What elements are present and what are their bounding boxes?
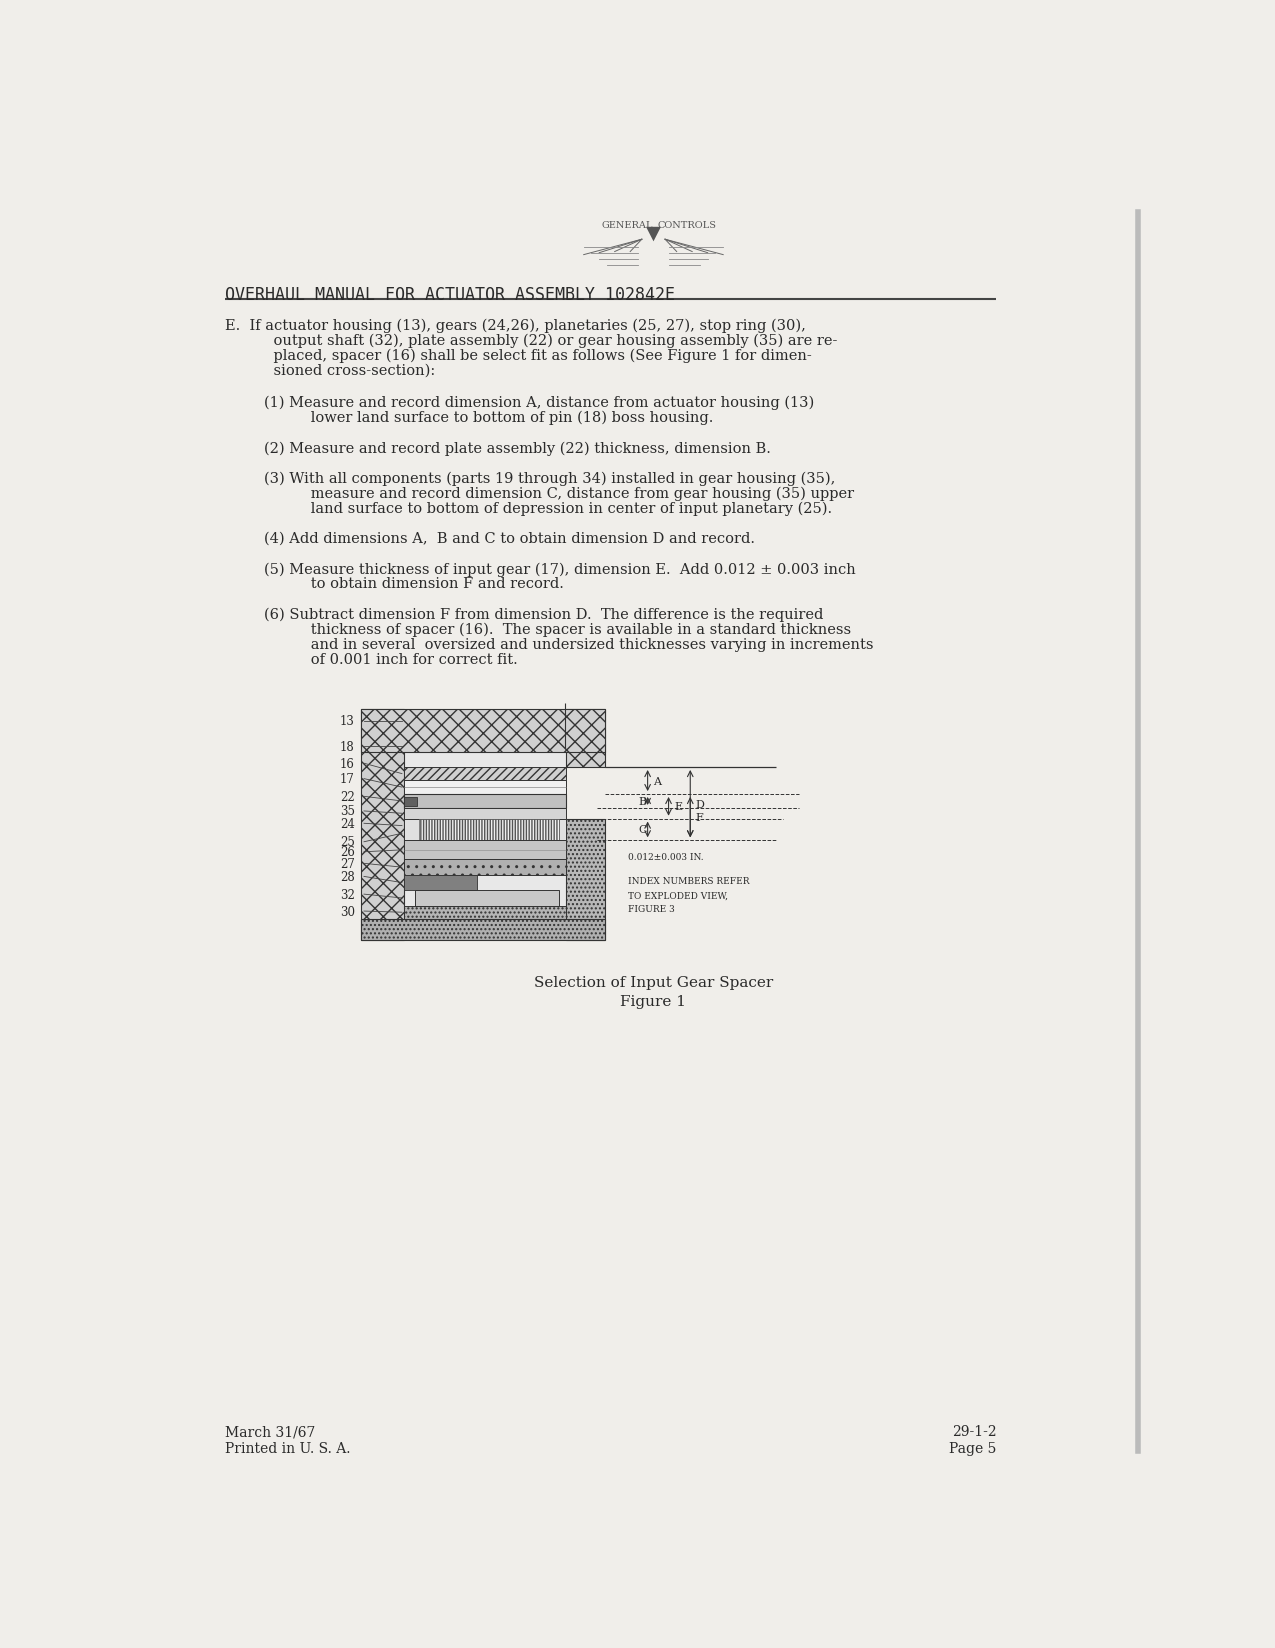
Text: 26: 26	[340, 845, 354, 859]
Bar	[403, 781, 566, 794]
Bar	[403, 809, 566, 819]
Text: B: B	[639, 796, 646, 806]
Text: 17: 17	[340, 773, 354, 786]
Text: 28: 28	[340, 870, 354, 883]
Text: 16: 16	[340, 756, 354, 770]
Text: sioned cross-section):: sioned cross-section):	[255, 364, 435, 377]
Bar	[416, 890, 558, 906]
Text: 30: 30	[339, 905, 354, 918]
Text: A: A	[653, 776, 660, 786]
Text: 25: 25	[340, 836, 354, 849]
Text: 18: 18	[340, 740, 354, 753]
Text: Page 5: Page 5	[949, 1442, 996, 1455]
Text: (2) Measure and record plate assembly (22) thickness, dimension B.: (2) Measure and record plate assembly (2…	[264, 442, 771, 455]
Text: E: E	[674, 803, 682, 812]
Text: 32: 32	[340, 888, 354, 901]
Text: E.  If actuator housing (13), gears (24,26), planetaries (25, 27), stop ring (30: E. If actuator housing (13), gears (24,2…	[226, 318, 806, 333]
Text: 27: 27	[340, 857, 354, 870]
Text: (4) Add dimensions A,  B and C to obtain dimension D and record.: (4) Add dimensions A, B and C to obtain …	[264, 532, 755, 545]
Text: (3) With all components (parts 19 through 34) installed in gear housing (35),: (3) With all components (parts 19 throug…	[264, 471, 835, 486]
Text: TO EXPLODED VIEW,: TO EXPLODED VIEW,	[629, 890, 728, 900]
Bar	[403, 906, 566, 920]
Text: to obtain dimension F and record.: to obtain dimension F and record.	[283, 577, 565, 592]
Text: output shaft (32), plate assembly (22) or gear housing assembly (35) are re-: output shaft (32), plate assembly (22) o…	[255, 333, 838, 348]
Bar	[566, 710, 606, 768]
Bar	[403, 840, 566, 860]
Text: measure and record dimension C, distance from gear housing (35) upper: measure and record dimension C, distance…	[283, 486, 854, 501]
Text: and in several  oversized and undersized thicknesses varying in increments: and in several oversized and undersized …	[283, 638, 873, 651]
Text: (6) Subtract dimension F from dimension D.  The difference is the required: (6) Subtract dimension F from dimension …	[264, 608, 824, 621]
Bar	[403, 794, 566, 809]
Bar	[403, 819, 566, 840]
Text: 29-1-2: 29-1-2	[951, 1424, 996, 1439]
Text: INDEX NUMBERS REFER: INDEX NUMBERS REFER	[629, 877, 750, 887]
Bar	[566, 819, 606, 941]
Text: of 0.001 inch for correct fit.: of 0.001 inch for correct fit.	[283, 653, 518, 666]
Text: land surface to bottom of depression in center of input planetary (25).: land surface to bottom of depression in …	[283, 501, 833, 516]
Bar	[403, 875, 477, 890]
Bar	[361, 710, 606, 751]
Text: OVERHAUL MANUAL FOR ACTUATOR ASSEMBLY 102842E: OVERHAUL MANUAL FOR ACTUATOR ASSEMBLY 10…	[226, 287, 676, 305]
Text: ▼: ▼	[646, 224, 660, 242]
Text: CONTROLS: CONTROLS	[658, 221, 717, 229]
Text: (5) Measure thickness of input gear (17), dimension E.  Add 0.012 ± 0.003 inch: (5) Measure thickness of input gear (17)…	[264, 562, 856, 577]
Text: Selection of Input Gear Spacer: Selection of Input Gear Spacer	[534, 976, 773, 989]
Text: Figure 1: Figure 1	[621, 995, 686, 1009]
Text: GENERAL: GENERAL	[602, 221, 653, 229]
Text: 0.012±0.003 IN.: 0.012±0.003 IN.	[629, 852, 704, 862]
Text: C: C	[639, 826, 646, 836]
Text: 13: 13	[340, 715, 354, 728]
Text: Printed in U. S. A.: Printed in U. S. A.	[226, 1442, 351, 1455]
Text: lower land surface to bottom of pin (18) boss housing.: lower land surface to bottom of pin (18)…	[283, 410, 714, 425]
Text: F: F	[696, 812, 704, 822]
Text: thickness of spacer (16).  The spacer is available in a standard thickness: thickness of spacer (16). The spacer is …	[283, 623, 852, 636]
Text: D: D	[696, 799, 705, 809]
Text: 35: 35	[339, 804, 354, 817]
Text: 22: 22	[340, 791, 354, 803]
Text: placed, spacer (16) shall be select fit as follows (See Figure 1 for dimen-: placed, spacer (16) shall be select fit …	[255, 349, 811, 363]
Text: 24: 24	[340, 817, 354, 831]
Bar	[403, 710, 566, 941]
Text: March 31/67: March 31/67	[226, 1424, 316, 1439]
Bar	[361, 920, 606, 941]
Bar	[419, 819, 558, 840]
Text: (1) Measure and record dimension A, distance from actuator housing (13): (1) Measure and record dimension A, dist…	[264, 396, 815, 410]
Bar	[361, 710, 403, 941]
Text: FIGURE 3: FIGURE 3	[629, 905, 674, 913]
Bar	[403, 768, 566, 781]
Bar	[403, 798, 417, 808]
Bar	[403, 860, 566, 875]
